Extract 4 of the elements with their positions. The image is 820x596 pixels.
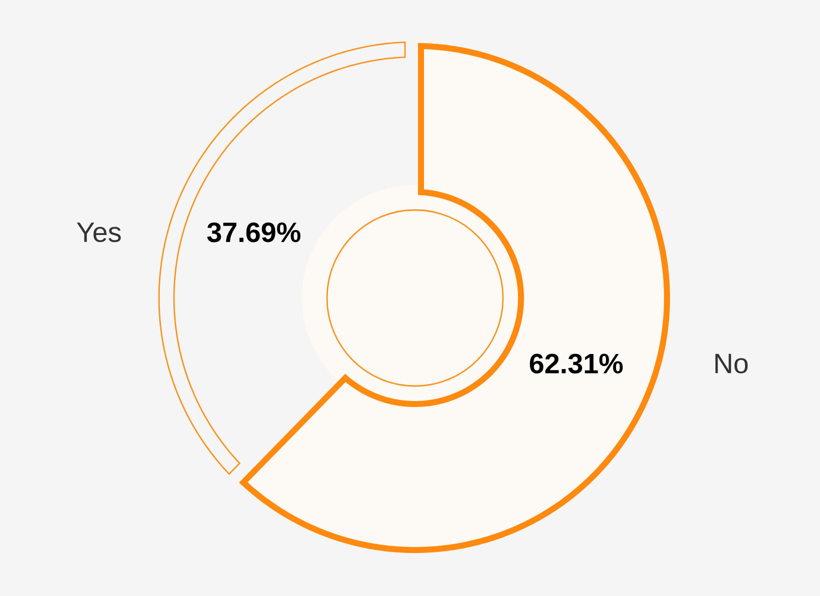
slice-label: No	[715, 354, 748, 374]
data-label: 37.69%	[207, 222, 300, 242]
data-label: 62.31%	[530, 354, 623, 374]
slice-label: Yes	[76, 222, 121, 242]
